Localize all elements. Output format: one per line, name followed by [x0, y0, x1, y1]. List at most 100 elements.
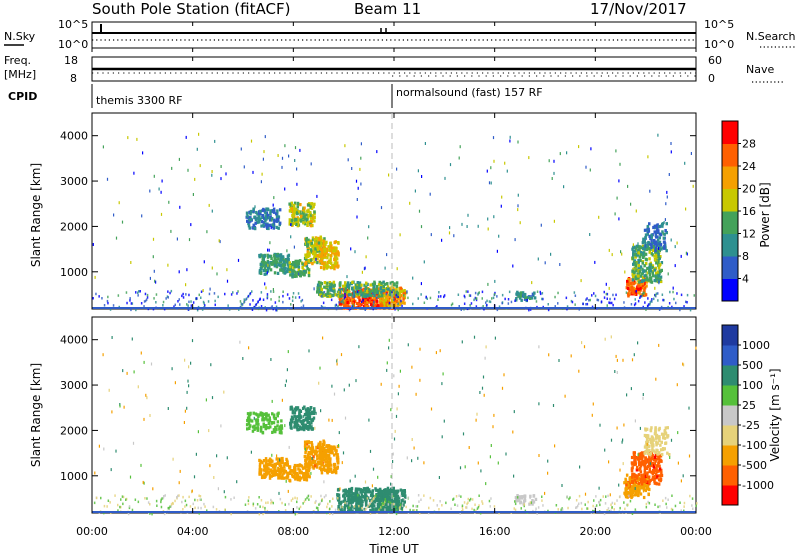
echo-cell — [645, 258, 648, 262]
echo-cell — [659, 243, 663, 247]
speckle-cell — [133, 370, 135, 374]
echo-cell — [246, 427, 249, 431]
noise-cell — [524, 509, 527, 513]
time-axis: 00:00 04:00 08:00 12:00 16:00 20:00 00:00 — [76, 22, 712, 538]
noise-cell — [582, 302, 584, 306]
echo-cell — [310, 410, 314, 414]
noise-cell — [348, 506, 350, 509]
echo-cell — [314, 252, 317, 256]
echo-cell — [263, 208, 267, 212]
echo-cell — [254, 221, 257, 225]
speckle-cell — [187, 379, 189, 383]
echo-cell — [625, 490, 628, 494]
echo-cell — [346, 283, 349, 287]
speckle-cell — [266, 271, 268, 275]
noise-cell — [657, 292, 659, 295]
speckle-cell — [386, 253, 388, 257]
speckle-cell — [102, 353, 104, 357]
echo-cell — [298, 259, 302, 263]
echo-cell — [647, 475, 651, 479]
echo-cell — [328, 248, 331, 252]
echo-cell — [260, 220, 264, 224]
echo-cell — [378, 280, 381, 284]
echo-cell — [296, 221, 300, 226]
noise-cell — [163, 512, 166, 516]
noise-cell — [415, 505, 417, 508]
noise-cell — [296, 511, 299, 515]
speckle-cell — [179, 205, 181, 209]
echo-cell — [402, 291, 405, 295]
echo-cell — [627, 294, 630, 298]
noise-cell — [199, 498, 201, 501]
echo-cell — [313, 254, 316, 258]
echo-cell — [319, 290, 322, 294]
speckle-cell — [396, 167, 398, 171]
echo-cell — [396, 494, 399, 498]
echo-cell — [642, 244, 645, 248]
echo-cell — [305, 426, 309, 430]
speckle-cell — [614, 370, 616, 373]
echo-cell — [344, 491, 347, 495]
echo-cell — [637, 460, 641, 464]
noise-cell — [483, 308, 485, 311]
speckle-cell — [276, 454, 278, 458]
speckle-cell — [118, 201, 120, 205]
speckle-cell — [503, 373, 505, 377]
noise-cell — [233, 496, 235, 499]
noise-cell — [202, 300, 205, 304]
echo-cell — [302, 216, 305, 220]
echo-cell — [658, 224, 661, 229]
noise-cell — [580, 501, 583, 505]
echo-cell — [515, 499, 518, 503]
speckle-cell — [280, 457, 282, 461]
noise-cell — [323, 291, 326, 294]
noise-cell — [291, 299, 294, 302]
echo-cell — [251, 425, 255, 429]
echo-cell — [305, 458, 308, 462]
echo-cell — [645, 446, 649, 450]
echo-cell — [648, 271, 651, 275]
echo-cell — [266, 470, 269, 474]
echo-cell — [257, 214, 261, 218]
noise-cell — [372, 307, 374, 311]
noise-cell — [244, 503, 247, 506]
echo-cell — [637, 488, 640, 492]
speckle-cell — [205, 398, 207, 402]
echo-cell — [245, 423, 249, 427]
speckle-cell — [121, 220, 124, 224]
echo-cell — [309, 450, 313, 454]
noise-cell — [581, 507, 583, 511]
colorbar-tick-label: 20 — [742, 183, 756, 196]
speckle-cell — [285, 479, 287, 483]
colorbar-swatch — [722, 325, 738, 346]
noise-cell — [302, 304, 305, 307]
noise-cell — [680, 293, 683, 297]
echo-cell — [288, 218, 292, 222]
noise-cell — [570, 299, 573, 303]
echo-cell — [633, 478, 637, 482]
echo-cell — [640, 272, 644, 276]
echo-cell — [638, 255, 641, 259]
noise-cell — [655, 292, 658, 295]
echo-cell — [643, 245, 646, 249]
echo-cell — [655, 466, 658, 470]
echo-cell — [651, 271, 655, 275]
noise-cell — [481, 297, 483, 300]
noise-cell — [341, 505, 343, 509]
echo-cell — [384, 287, 387, 292]
echo-cell — [648, 481, 651, 486]
noise-cell — [334, 291, 336, 294]
echo-cell — [630, 469, 634, 473]
echo-cell — [646, 232, 649, 236]
echo-cell — [354, 283, 358, 287]
freq-unit-label: [MHz] — [4, 68, 36, 81]
colorbar-swatch — [722, 445, 738, 466]
noise-cell — [373, 497, 375, 500]
echo-cell — [277, 476, 280, 480]
colorbar-tick-label: 28 — [742, 138, 756, 151]
echo-cell — [645, 480, 648, 484]
speckle-cell — [634, 419, 636, 423]
speckle-cell — [398, 384, 400, 388]
speckle-cell — [670, 142, 672, 145]
echo-cell — [337, 294, 340, 298]
